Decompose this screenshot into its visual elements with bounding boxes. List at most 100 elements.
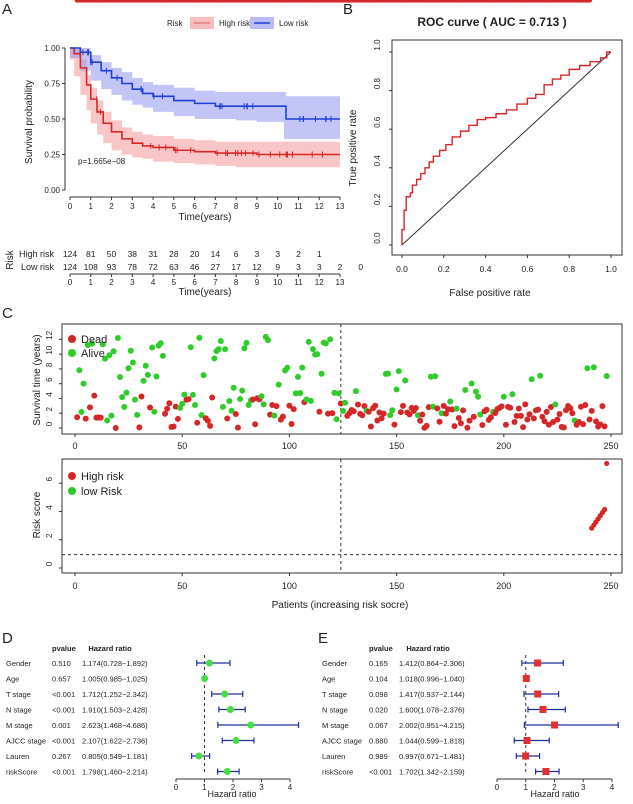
km-plot: 0.000.250.500.751.000 1 2 3 4 5 6 7 8 9 10 11 12 13	[44, 44, 345, 211]
alive-point	[108, 412, 115, 419]
dead-point	[378, 415, 385, 422]
alive-point	[102, 355, 109, 362]
dead-point	[412, 405, 419, 412]
dead-point	[97, 414, 104, 421]
survival-y-tick-label: 2	[45, 406, 54, 411]
risk-table-cell: 6	[234, 249, 239, 259]
forest-row-hr-text: 1.005(0.985−1.025)	[82, 675, 148, 684]
survival-x-tick-label: 50	[177, 441, 187, 451]
dead-point	[479, 422, 486, 429]
forest-hr-point	[542, 768, 550, 775]
alive-point	[294, 373, 301, 380]
dead-point	[601, 423, 608, 430]
forest-row-pvalue: <0.001	[52, 706, 75, 715]
dead-point	[87, 404, 94, 411]
risk-table-cell: 12	[252, 262, 262, 272]
legend-low-marker	[68, 487, 76, 495]
risk-table-x-tick-label: 11	[294, 278, 303, 287]
dead-point	[252, 421, 259, 428]
risk-table-x-tick-label: 10	[273, 278, 282, 287]
alive-point	[78, 408, 85, 415]
alive-point	[134, 411, 141, 418]
forest-row-name: Lauren	[6, 752, 29, 761]
dead-point	[436, 418, 443, 425]
forest-x-tick-label: 0	[495, 783, 500, 792]
forest-d-xlabel: Hazard ratio	[207, 789, 256, 799]
dead-point	[400, 402, 407, 409]
risk-table-cell: 28	[169, 249, 179, 259]
high-risk-point	[604, 460, 610, 467]
risk-table-cell: 3	[317, 262, 322, 272]
dead-point	[522, 401, 529, 408]
alive-point	[271, 412, 278, 419]
survival-y-tick-label: 4	[45, 392, 54, 397]
dead-point	[554, 416, 561, 423]
forest-hr-point	[534, 659, 542, 667]
alive-point	[297, 389, 304, 396]
alive-point	[181, 391, 188, 398]
forest-row-name: N stage	[322, 706, 348, 715]
roc-plot: 0.0 0.2 0.4 0.6 0.8 1.0 0.0 0.2 0.4 0.6 0.8 1.0	[373, 39, 623, 274]
km-legend-high-label: High risk	[219, 19, 251, 28]
km-x-tick-label: 2	[109, 202, 114, 211]
survival-scatter-plot: 0 2 4 6 8 10 12 0 50 100 150 200 250	[45, 323, 623, 451]
survival-scatter-panel: 0 2 4 6 8 10 12 0 50 100 150 200 250 Survival time (…	[32, 323, 623, 451]
risk-table-high-name: High risk	[19, 249, 55, 259]
forest-row-name: Age	[6, 675, 19, 684]
alive-point	[322, 340, 329, 347]
panel-label-b: B	[343, 1, 353, 18]
forest-row-hr-text: 1.712(1.252−2.342)	[82, 690, 148, 699]
dead-point	[502, 421, 509, 428]
dead-point	[545, 421, 552, 428]
dead-point	[543, 408, 550, 415]
roc-diagonal	[401, 51, 612, 246]
risk-table-cell: 38	[128, 249, 138, 259]
survival-scatter-frame	[61, 323, 623, 435]
dead-point	[209, 394, 216, 401]
alive-point	[307, 397, 314, 404]
dead-point	[365, 408, 372, 415]
forest-row-hr-text: 1.702(1.342−2.159)	[399, 768, 465, 777]
dead-point	[138, 393, 145, 400]
legend-alive-label: Alive	[81, 348, 105, 360]
forest-x-tick-label: 0	[174, 783, 179, 792]
dead-point	[224, 415, 231, 422]
forest-row-name: riskScore	[6, 768, 37, 777]
dead-point	[397, 409, 404, 416]
alive-point	[132, 396, 139, 403]
roc-x-tick-label: 0.6	[521, 264, 533, 274]
dead-point	[569, 410, 576, 417]
alive-point	[327, 336, 334, 343]
km-x-tick-label: 0	[68, 202, 73, 211]
forest-row-name: AJCC stage	[322, 737, 362, 746]
forest-row-name: Lauren	[322, 752, 345, 761]
legend-alive-marker	[68, 349, 76, 357]
alive-point	[447, 398, 454, 405]
risk-table-cell: 2	[296, 249, 301, 259]
forest-hr-point	[522, 675, 530, 682]
forest-row-name: Gender	[322, 659, 348, 668]
km-xlabel: Time(years)	[179, 212, 232, 223]
km-ci-band-high	[70, 48, 340, 168]
risk-table-cell: 50	[107, 249, 117, 259]
dead-point	[582, 402, 589, 409]
km-x-tick-label: 11	[294, 202, 303, 211]
dead-point	[207, 422, 214, 429]
risk-table-xlabel: Time(years)	[179, 287, 232, 298]
forest-row-hr-text: 1.798(1.460−2.214)	[82, 768, 148, 777]
alive-point	[89, 340, 96, 347]
survival-y-tick-label: 12	[45, 330, 54, 339]
risk-x-tick-label: 150	[389, 581, 404, 591]
alive-point	[110, 348, 117, 355]
risk-table-cell: 72	[148, 262, 158, 272]
km-x-tick-label: 9	[255, 202, 260, 211]
alive-point	[385, 370, 392, 377]
forest-row-name: T stage	[322, 690, 347, 699]
forest-d-plot: Gender 0.510 1.174(0.728−1.892) Age 0.657 1.0…	[6, 655, 300, 792]
risk-table-cell: 46	[190, 262, 200, 272]
high-risk-point	[586, 0, 593, 3]
alive-point	[260, 401, 267, 408]
alive-point	[318, 370, 325, 377]
dead-point	[273, 403, 280, 410]
